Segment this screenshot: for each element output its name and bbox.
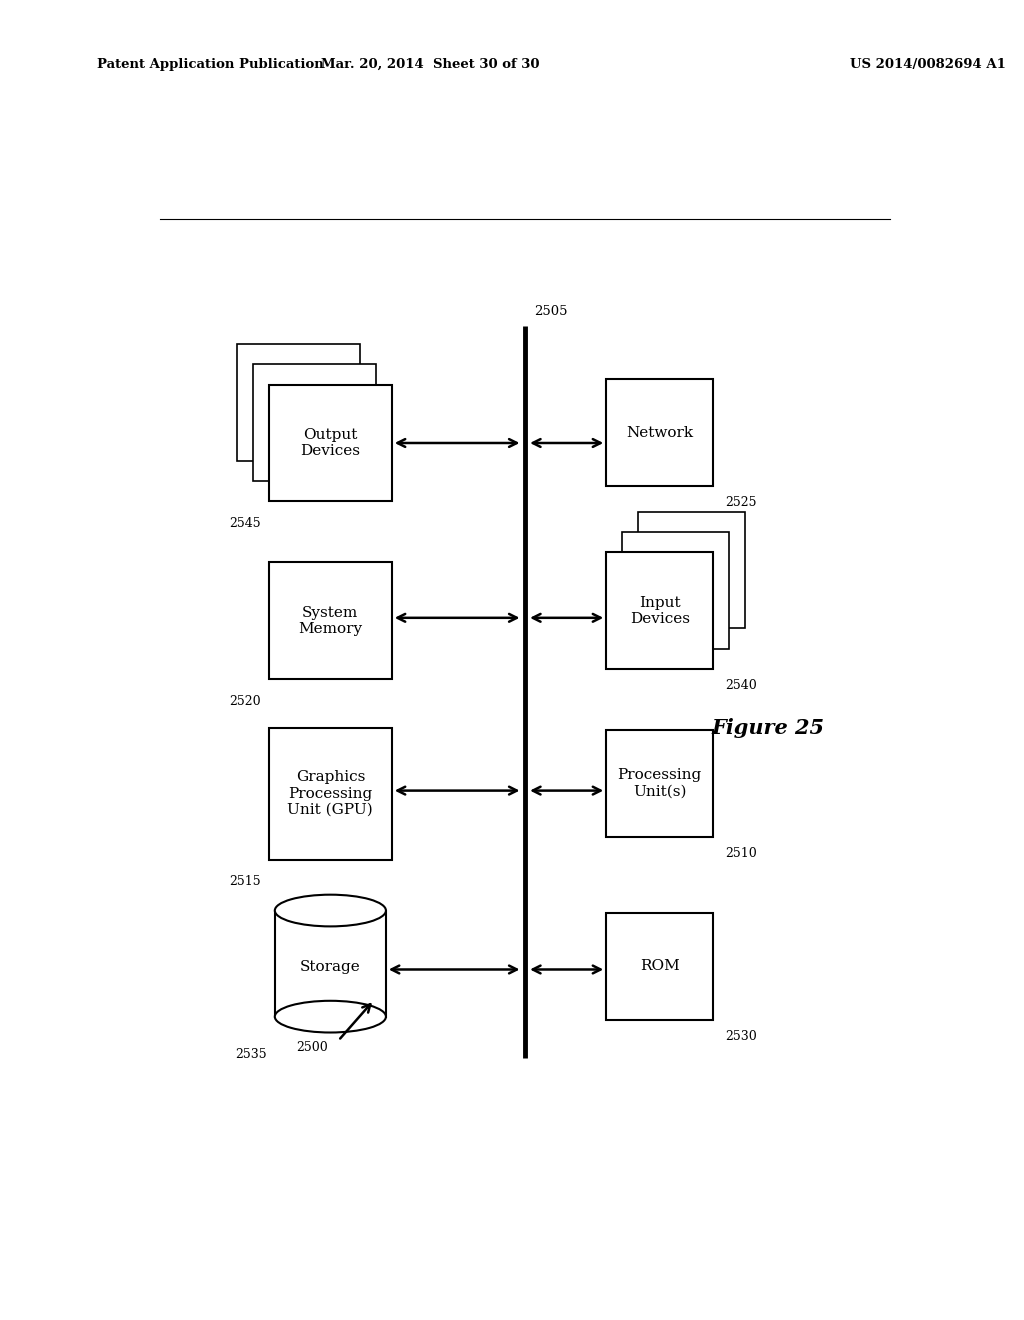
Bar [238,345,360,461]
Bar [269,727,392,859]
Text: Patent Application Publication: Patent Application Publication [97,58,324,71]
Bar [606,913,714,1020]
Bar [622,532,729,649]
Text: Output
Devices: Output Devices [300,428,360,458]
Text: 2525: 2525 [725,496,757,510]
Text: 2530: 2530 [725,1030,757,1043]
Bar [253,364,376,480]
Text: Network: Network [626,426,693,440]
Text: 2520: 2520 [229,694,261,708]
Bar [269,384,392,502]
Text: 2505: 2505 [535,305,568,318]
Text: Mar. 20, 2014  Sheet 30 of 30: Mar. 20, 2014 Sheet 30 of 30 [321,58,540,71]
Text: Input
Devices: Input Devices [630,595,690,626]
Text: 2545: 2545 [229,516,261,529]
Text: 2500: 2500 [296,1041,328,1055]
Text: Storage: Storage [300,960,360,974]
Text: 2510: 2510 [725,847,757,861]
Text: Graphics
Processing
Unit (GPU): Graphics Processing Unit (GPU) [288,771,373,817]
Text: 2535: 2535 [236,1048,267,1061]
Text: ROM: ROM [640,960,680,973]
Ellipse shape [274,895,386,927]
Text: Processing
Unit(s): Processing Unit(s) [617,768,701,799]
Bar [606,379,714,486]
Ellipse shape [274,1001,386,1032]
Bar [606,730,714,837]
Bar [269,562,392,680]
Bar [274,911,386,1016]
Text: Figure 25: Figure 25 [712,718,824,738]
Text: US 2014/0082694 A1: US 2014/0082694 A1 [850,58,1006,71]
Text: System
Memory: System Memory [298,606,362,636]
Text: 2515: 2515 [229,875,261,888]
Text: 2540: 2540 [725,680,757,692]
Bar [638,512,745,628]
Bar [606,552,714,669]
